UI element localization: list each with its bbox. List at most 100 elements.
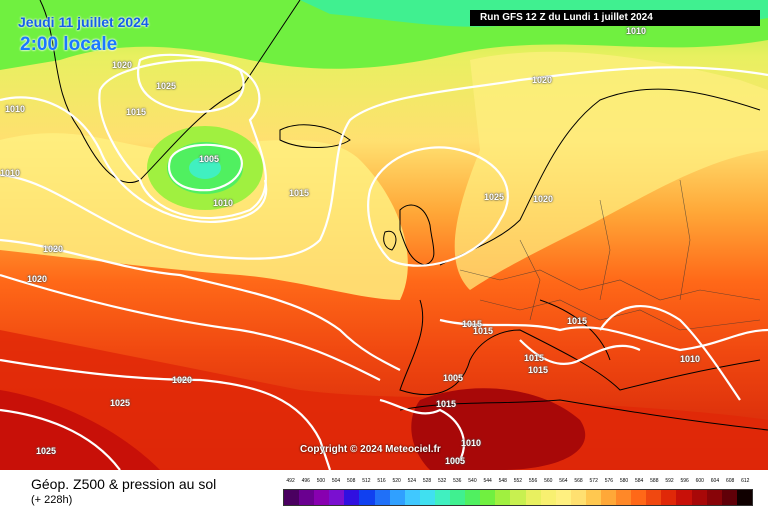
color-scale-tick: 540 bbox=[468, 478, 477, 484]
weather-map: 1010 1020 1025 1010 1015 1020 1005 1010 … bbox=[0, 0, 768, 470]
heat-dome-africa bbox=[411, 388, 586, 470]
isobar-label: 1010 bbox=[0, 168, 21, 178]
isobar-label: 1010 bbox=[213, 198, 234, 208]
color-scale-swatch bbox=[480, 490, 496, 505]
isobar-label: 1005 bbox=[443, 373, 464, 383]
color-scale-tick: 564 bbox=[559, 478, 568, 484]
color-scale-swatch bbox=[299, 490, 315, 505]
color-scale-tick: 584 bbox=[635, 478, 644, 484]
color-scale-swatch bbox=[706, 490, 722, 505]
color-scale-swatch bbox=[314, 490, 330, 505]
isobar-label: 1015 bbox=[524, 353, 545, 363]
ridge-scandinavia bbox=[454, 51, 768, 290]
color-scale-swatch bbox=[434, 490, 451, 505]
color-scale-tick: 552 bbox=[513, 478, 523, 484]
color-scale-tick: 500 bbox=[316, 478, 326, 484]
isobar-label: 1025 bbox=[156, 81, 177, 91]
isobar-label: 1005 bbox=[445, 456, 466, 466]
color-scale-swatch bbox=[616, 490, 632, 505]
country-borders bbox=[459, 179, 761, 331]
color-scale-bar bbox=[283, 489, 753, 506]
isobar-label: 1015 bbox=[436, 399, 457, 409]
isobar-label: 1020 bbox=[27, 274, 48, 284]
isobar-label: 1025 bbox=[110, 398, 131, 408]
color-scale-tick: 496 bbox=[301, 478, 310, 484]
isobar-label: 1015 bbox=[289, 188, 310, 198]
map-canvas bbox=[0, 0, 768, 470]
color-scale-swatch bbox=[374, 490, 390, 505]
color-scale-swatch bbox=[676, 490, 692, 505]
color-scale-tick: 548 bbox=[498, 478, 507, 484]
color-scale-swatch bbox=[631, 490, 647, 505]
low-iceland-core bbox=[189, 157, 221, 179]
isobar-label: 1010 bbox=[461, 438, 482, 448]
color-scale-tick: 524 bbox=[407, 478, 416, 484]
isobar-label: 1005 bbox=[199, 154, 220, 164]
color-scale-tick: 604 bbox=[710, 478, 720, 484]
color-scale-ticks: 492 496 500 504 508 512 516 520 524 528 532 536 540 5… bbox=[283, 478, 753, 488]
copyright: Copyright © 2024 Meteociel.fr bbox=[300, 444, 441, 455]
isobar-label: 1015 bbox=[473, 326, 494, 336]
color-scale-tick: 580 bbox=[619, 478, 629, 484]
color-scale-swatch bbox=[525, 490, 541, 505]
color-scale-tick: 544 bbox=[483, 478, 492, 484]
color-scale-tick: 512 bbox=[362, 478, 371, 484]
color-scale-tick: 556 bbox=[528, 478, 538, 484]
color-scale-tick: 572 bbox=[589, 478, 598, 484]
color-scale-swatch bbox=[465, 490, 481, 505]
isobars bbox=[0, 53, 768, 470]
color-scale-swatch bbox=[510, 490, 526, 505]
color-scale-tick: 532 bbox=[437, 478, 447, 484]
color-scale-tick: 560 bbox=[544, 478, 553, 484]
z500-band-darkred-sw bbox=[0, 390, 160, 470]
isobar-label: 1010 bbox=[680, 354, 701, 364]
color-scale-tick: 612 bbox=[741, 478, 750, 484]
color-scale-swatch bbox=[284, 490, 300, 505]
isobar-label: 1010 bbox=[5, 104, 26, 114]
coastlines bbox=[39, 0, 768, 431]
color-scale-swatch bbox=[329, 490, 345, 505]
color-scale-tick: 536 bbox=[453, 478, 462, 484]
isobar-label: 1025 bbox=[36, 446, 57, 456]
color-scale-swatch bbox=[585, 490, 601, 505]
run-banner: Run GFS 12 Z du Lundi 1 juillet 2024 bbox=[470, 10, 760, 26]
color-scale-swatch bbox=[691, 490, 707, 505]
color-scale-tick: 568 bbox=[574, 478, 583, 484]
color-scale-swatch bbox=[555, 490, 571, 505]
color-scale-tick: 508 bbox=[347, 478, 356, 484]
isobar-label: 1025 bbox=[484, 192, 505, 202]
color-scale-tick: 528 bbox=[422, 478, 432, 484]
color-scale-swatch bbox=[646, 490, 662, 505]
forecast-date: Jeudi 11 juillet 2024 bbox=[18, 14, 149, 30]
isobar-label: 1015 bbox=[567, 316, 588, 326]
color-scale-tick: 600 bbox=[695, 478, 704, 484]
color-scale-tick: 576 bbox=[604, 478, 614, 484]
isobar-label: 1020 bbox=[172, 375, 193, 385]
color-scale-swatch bbox=[661, 490, 677, 505]
color-scale-swatch bbox=[404, 490, 420, 505]
color-scale-swatch bbox=[359, 490, 375, 505]
isobar-label: 1015 bbox=[126, 107, 147, 117]
color-scale-tick: 520 bbox=[392, 478, 401, 484]
isobar-label: 1020 bbox=[43, 244, 64, 254]
isobar-label: 1020 bbox=[532, 75, 553, 85]
color-scale-tick: 588 bbox=[650, 478, 659, 484]
color-scale-swatch bbox=[540, 490, 556, 505]
color-scale-swatch bbox=[344, 490, 360, 505]
color-scale-swatch bbox=[736, 490, 752, 505]
legend-lead-time: (+ 228h) bbox=[31, 494, 73, 506]
ridge-atlantic bbox=[0, 133, 408, 300]
color-scale-tick: 608 bbox=[725, 478, 735, 484]
isobar-label: 1015 bbox=[462, 319, 483, 329]
color-scale-tick: 592 bbox=[665, 478, 674, 484]
color-scale-swatch bbox=[600, 490, 617, 505]
legend-title: Géop. Z500 & pression au sol bbox=[31, 476, 217, 492]
color-scale-tick: 492 bbox=[286, 478, 295, 484]
color-scale-tick: 504 bbox=[331, 478, 341, 484]
color-scale-tick: 596 bbox=[680, 478, 689, 484]
color-scale-swatch bbox=[570, 490, 586, 505]
color-scale-tick: 516 bbox=[377, 478, 386, 484]
color-scale-swatch bbox=[721, 490, 737, 505]
color-scale-swatch bbox=[389, 490, 405, 505]
isobar-label: 1010 bbox=[626, 26, 647, 36]
